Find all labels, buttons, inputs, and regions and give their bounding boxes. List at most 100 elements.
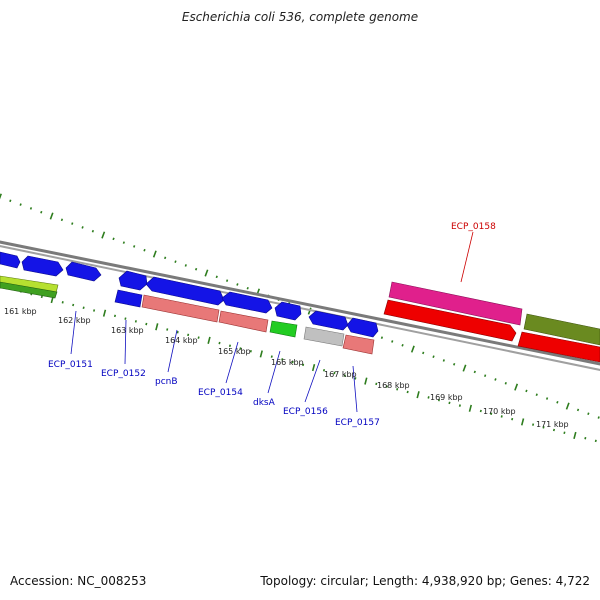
gene-arrow[interactable] <box>145 276 225 306</box>
callout-line <box>352 365 358 413</box>
minor-tick <box>442 359 445 362</box>
minor-tick <box>134 320 137 323</box>
minor-tick <box>597 416 600 419</box>
minor-tick <box>380 336 384 339</box>
minor-tick <box>473 370 476 374</box>
gene-arrow[interactable] <box>118 270 148 291</box>
gene-label-ecp-0156[interactable]: ECP_0156 <box>283 407 328 417</box>
gene-arrow[interactable] <box>221 291 273 314</box>
callout-line <box>167 329 178 373</box>
gene-arrow[interactable] <box>308 310 349 331</box>
gene-bar[interactable] <box>141 294 220 323</box>
kbp-label: 171 kbp <box>536 420 569 429</box>
minor-tick <box>246 286 249 290</box>
minor-tick <box>396 388 399 391</box>
minor-tick <box>143 248 146 252</box>
major-tick <box>101 231 106 239</box>
gene-callouts: ECP_0151 ECP_0152 pcnB ECP_0154 dksA ECP… <box>48 222 496 428</box>
minor-tick <box>82 306 85 310</box>
gene-label-ecp-0151[interactable]: ECP_0151 <box>48 360 93 370</box>
gene-label-ecp-0152[interactable]: ECP_0152 <box>101 369 146 379</box>
callout-line <box>267 350 281 394</box>
genome-title: Escherichia coli 536, complete genome <box>181 10 419 24</box>
gene-arrow[interactable] <box>0 251 21 269</box>
kbp-label: 170 kbp <box>483 407 516 416</box>
callout-line <box>70 310 77 355</box>
callout-line <box>124 319 127 365</box>
minor-tick <box>194 267 198 271</box>
minor-tick <box>187 333 190 337</box>
minor-tick <box>576 408 580 412</box>
minor-tick <box>113 314 117 318</box>
accession-text: Accession: NC_008253 <box>10 574 147 588</box>
minor-tick <box>552 428 556 432</box>
minor-tick <box>270 355 273 358</box>
minor-tick <box>9 199 12 203</box>
minor-tick <box>354 377 357 380</box>
gene-bar[interactable] <box>114 289 143 308</box>
gene-arrow[interactable] <box>383 299 517 342</box>
minor-tick <box>225 279 229 282</box>
reverse-genes <box>0 275 600 363</box>
gene-label-dksa[interactable]: dksA <box>253 398 276 408</box>
gene-bar[interactable] <box>303 326 345 347</box>
callout-line <box>225 341 239 384</box>
gene-label-ecp-0154[interactable]: ECP_0154 <box>198 388 243 398</box>
gene-arrow[interactable] <box>274 301 302 321</box>
major-tick <box>207 336 211 344</box>
minor-tick <box>91 229 95 233</box>
gene-bar[interactable] <box>0 281 58 299</box>
minor-tick <box>40 295 43 299</box>
minor-tick <box>594 439 597 443</box>
minor-tick <box>556 400 559 404</box>
major-tick <box>565 402 570 410</box>
minor-tick <box>427 396 430 399</box>
kbp-label: 163 kbp <box>111 326 144 335</box>
gene-label-pcnb[interactable]: pcnB <box>155 377 178 387</box>
major-tick <box>462 364 467 372</box>
kbp-label: 164 kbp <box>165 336 198 345</box>
minor-tick <box>61 301 64 304</box>
gene-bar[interactable] <box>269 320 298 338</box>
minor-tick <box>322 368 326 372</box>
callout-line <box>304 359 321 403</box>
minor-tick <box>112 237 115 241</box>
minor-tick <box>479 409 482 413</box>
gene-arrow[interactable] <box>346 317 379 338</box>
kbp-label: 165 kbp <box>218 347 251 356</box>
minor-tick <box>525 389 528 393</box>
gene-arrow[interactable] <box>517 331 600 363</box>
major-tick <box>520 418 525 426</box>
minor-tick <box>29 207 33 210</box>
gene-bar[interactable] <box>523 313 600 346</box>
minor-tick <box>333 371 336 375</box>
minor-tick <box>504 381 507 385</box>
gene-arrow[interactable] <box>21 255 64 277</box>
gene-bar[interactable] <box>388 281 523 326</box>
minor-tick <box>291 360 294 364</box>
minor-tick <box>401 343 404 347</box>
minor-tick <box>343 374 346 377</box>
minor-tick <box>215 275 218 279</box>
minor-tick <box>302 363 305 367</box>
kbp-label: 166 kbp <box>271 358 304 367</box>
gene-bar[interactable] <box>342 334 375 355</box>
minor-tick <box>587 412 590 416</box>
gene-arrow[interactable] <box>65 261 102 282</box>
minor-tick <box>406 390 409 394</box>
gene-bar[interactable] <box>218 310 269 333</box>
minor-tick <box>545 397 549 400</box>
gene-label-ecp-0158[interactable]: ECP_0158 <box>451 222 496 232</box>
minor-tick <box>60 218 64 222</box>
major-tick <box>573 431 577 440</box>
minor-tick <box>184 264 187 267</box>
minor-tick <box>197 336 200 339</box>
callout-line <box>460 231 474 283</box>
major-tick <box>155 323 159 331</box>
kbp-label: 168 kbp <box>377 381 410 390</box>
minor-tick <box>584 436 587 440</box>
minor-tick <box>535 393 538 397</box>
minor-tick <box>145 322 148 326</box>
gene-label-ecp-0157[interactable]: ECP_0157 <box>335 418 380 428</box>
